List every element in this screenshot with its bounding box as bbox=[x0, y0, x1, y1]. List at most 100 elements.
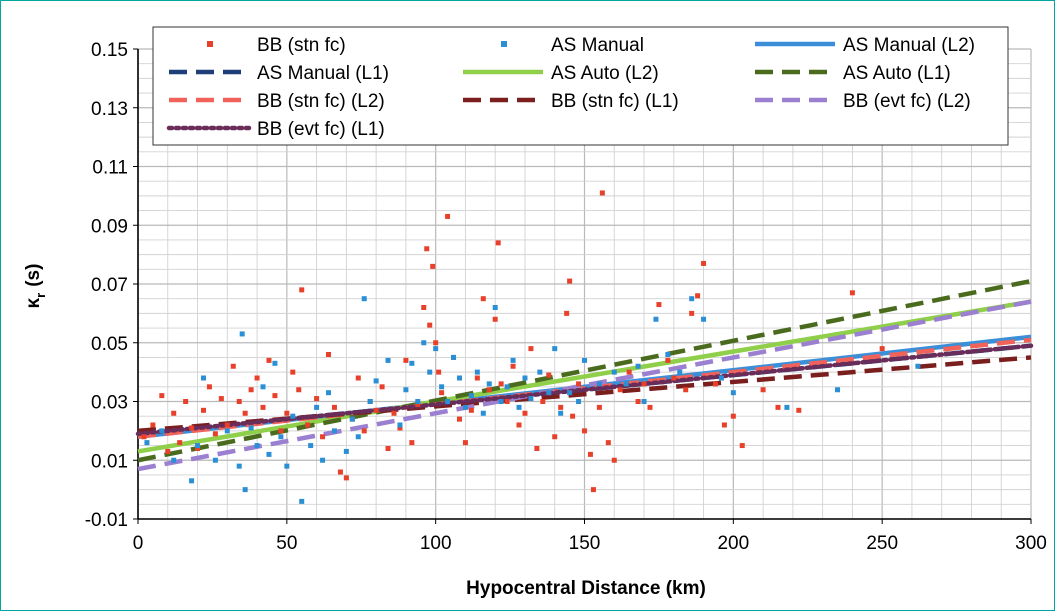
data-point bbox=[439, 390, 445, 396]
data-point bbox=[456, 416, 462, 422]
data-point bbox=[456, 375, 462, 381]
data-point bbox=[718, 375, 724, 381]
data-point bbox=[504, 384, 510, 390]
data-point bbox=[558, 404, 564, 410]
data-point bbox=[701, 260, 707, 266]
data-point bbox=[305, 422, 311, 428]
data-point bbox=[492, 316, 498, 322]
data-point bbox=[552, 346, 558, 352]
data-point bbox=[200, 407, 206, 413]
data-point bbox=[189, 478, 195, 484]
y-tick-label: -0.01 bbox=[85, 510, 128, 531]
data-point bbox=[712, 381, 718, 387]
x-tick-label: 200 bbox=[717, 533, 749, 554]
data-point bbox=[617, 387, 623, 393]
data-point bbox=[504, 399, 510, 404]
data-point bbox=[195, 443, 201, 449]
data-point bbox=[242, 487, 248, 493]
data-point bbox=[552, 434, 558, 440]
data-point bbox=[177, 440, 183, 446]
data-point bbox=[403, 387, 409, 393]
data-point bbox=[278, 434, 284, 440]
data-point bbox=[599, 190, 605, 196]
series-line bbox=[137, 278, 1032, 463]
legend-marker bbox=[207, 41, 213, 47]
data-point bbox=[570, 413, 576, 419]
data-point bbox=[671, 375, 677, 381]
data-point bbox=[445, 399, 451, 404]
data-point bbox=[677, 369, 683, 375]
data-point bbox=[605, 440, 611, 446]
data-point bbox=[171, 410, 177, 416]
data-point bbox=[266, 357, 272, 363]
data-point bbox=[730, 413, 736, 419]
data-point bbox=[537, 369, 543, 375]
data-point bbox=[421, 340, 427, 346]
data-point bbox=[623, 381, 629, 387]
data-point bbox=[534, 446, 540, 451]
x-tick-label: 0 bbox=[133, 533, 144, 554]
data-point bbox=[474, 375, 480, 381]
data-point bbox=[331, 428, 337, 434]
data-point bbox=[189, 425, 195, 431]
legend-label: BB (evt fc) (L2) bbox=[843, 91, 971, 112]
data-point bbox=[308, 443, 314, 449]
x-tick-label: 150 bbox=[569, 533, 601, 554]
y-axis-symbol: κ bbox=[23, 297, 44, 308]
data-point bbox=[171, 457, 177, 463]
data-point bbox=[183, 399, 189, 404]
data-point bbox=[361, 296, 367, 302]
data-point bbox=[165, 448, 171, 454]
legend-label: AS Auto (L2) bbox=[551, 63, 659, 84]
x-tick-label: 50 bbox=[276, 533, 297, 554]
data-point bbox=[337, 469, 343, 475]
data-point bbox=[510, 363, 516, 369]
legend-label: AS Manual (L2) bbox=[843, 35, 975, 56]
y-axis-title: κr (s) bbox=[23, 264, 48, 309]
data-point bbox=[144, 440, 150, 446]
data-point bbox=[421, 305, 427, 310]
data-point bbox=[248, 425, 254, 431]
data-point bbox=[159, 393, 165, 399]
data-point bbox=[701, 316, 707, 322]
data-point bbox=[373, 407, 379, 413]
y-tick-label: 0.09 bbox=[91, 216, 128, 237]
data-point bbox=[641, 381, 647, 387]
data-point bbox=[486, 387, 492, 393]
data-point bbox=[343, 448, 349, 454]
data-point bbox=[730, 390, 736, 396]
data-point bbox=[439, 384, 445, 390]
data-point bbox=[721, 422, 727, 428]
legend: BB (stn fc) AS Manual AS Manual (L2) AS Man… bbox=[152, 26, 1009, 146]
data-point bbox=[254, 375, 260, 381]
data-point bbox=[689, 310, 695, 316]
data-point bbox=[224, 428, 230, 434]
x-tick-label: 300 bbox=[1015, 533, 1047, 554]
y-tick-label: 0.05 bbox=[91, 334, 128, 355]
y-tick-label: 0.07 bbox=[91, 275, 128, 296]
data-point bbox=[498, 381, 504, 387]
data-point bbox=[462, 440, 468, 446]
data-point bbox=[582, 357, 587, 363]
data-point bbox=[367, 399, 373, 404]
data-point bbox=[596, 404, 602, 410]
data-point bbox=[611, 457, 617, 463]
data-point bbox=[739, 443, 745, 449]
data-point bbox=[510, 357, 516, 363]
data-point bbox=[239, 331, 245, 337]
data-point bbox=[150, 422, 156, 428]
data-point bbox=[299, 287, 305, 293]
data-point bbox=[567, 278, 573, 284]
data-point bbox=[516, 422, 522, 428]
data-point bbox=[278, 428, 284, 434]
tick-labels: 0 50 100 150 200 250 300 0.15 0.13 0.11 0.09 0.07 0.… bbox=[85, 40, 1047, 554]
data-point bbox=[391, 410, 397, 416]
data-point bbox=[266, 451, 272, 457]
data-point bbox=[260, 384, 266, 390]
data-point bbox=[424, 246, 430, 252]
data-point bbox=[656, 302, 662, 308]
data-point bbox=[403, 357, 409, 363]
data-point bbox=[320, 434, 326, 440]
data-point bbox=[626, 369, 632, 375]
y-tick-label: 0.01 bbox=[91, 451, 128, 472]
